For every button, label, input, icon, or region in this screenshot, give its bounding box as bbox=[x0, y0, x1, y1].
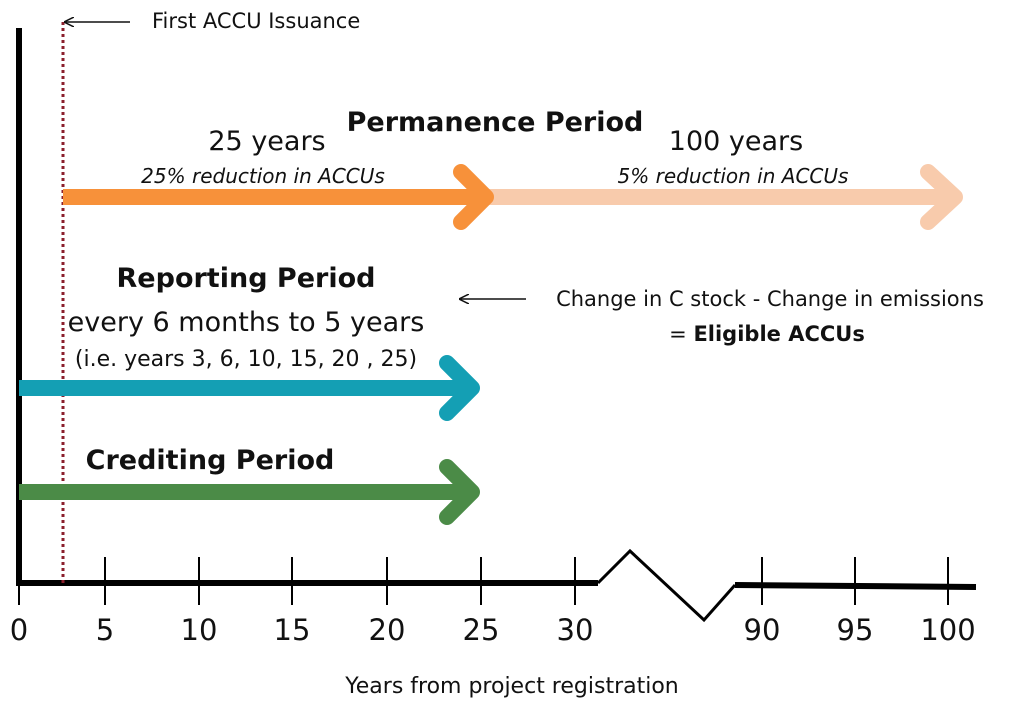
change-formula-equals: = bbox=[669, 322, 693, 346]
permanence-100-years-label: 100 years bbox=[669, 126, 803, 157]
first-issuance-label: First ACCU Issuance bbox=[152, 9, 360, 33]
axis-break-zigzag bbox=[596, 548, 737, 623]
x-axis-tick-label-95: 95 bbox=[837, 613, 874, 647]
permanence-100-reduction-label: 5% reduction in ACCUs bbox=[618, 164, 849, 188]
crediting-title: Crediting Period bbox=[86, 445, 335, 476]
permanence-100-year-arrow bbox=[488, 164, 963, 230]
change-formula-eligible-accus: Eligible ACCUs bbox=[693, 322, 864, 346]
change-formula-line2: = Eligible ACCUs bbox=[669, 322, 865, 346]
permanence-25-years-label: 25 years bbox=[208, 126, 325, 157]
reporting-title: Reporting Period bbox=[117, 263, 376, 294]
permanence-25-reduction-label: 25% reduction in ACCUs bbox=[141, 164, 385, 188]
x-axis-tick-label-90: 90 bbox=[744, 613, 781, 647]
x-axis-tick-label-30: 30 bbox=[557, 613, 594, 647]
reporting-years-example: (i.e. years 3, 6, 10, 15, 20 , 25) bbox=[75, 347, 417, 372]
x-axis-tick-label-10: 10 bbox=[181, 613, 218, 647]
x-axis-tick-label-5: 5 bbox=[96, 613, 114, 647]
x-axis-tick-label-100: 100 bbox=[920, 613, 975, 647]
x-axis-ticks bbox=[18, 557, 949, 605]
permanence-title: Permanence Period bbox=[347, 107, 644, 138]
x-axis-label: Years from project registration bbox=[344, 674, 679, 699]
crediting-period-arrow bbox=[19, 459, 480, 525]
x-axis-tick-labels: 0 5 10 15 20 25 30 90 95 100 bbox=[10, 613, 976, 647]
reporting-period-arrow bbox=[19, 355, 480, 421]
x-axis-tick-label-0: 0 bbox=[10, 613, 28, 647]
reporting-frequency: every 6 months to 5 years bbox=[68, 307, 425, 338]
x-axis-tick-label-20: 20 bbox=[369, 613, 406, 647]
change-formula-line1: Change in C stock - Change in emissions bbox=[556, 287, 984, 311]
x-axis-tick-label-25: 25 bbox=[463, 613, 500, 647]
permanence-25-year-arrow bbox=[63, 164, 494, 230]
x-axis-tick-label-15: 15 bbox=[274, 613, 311, 647]
